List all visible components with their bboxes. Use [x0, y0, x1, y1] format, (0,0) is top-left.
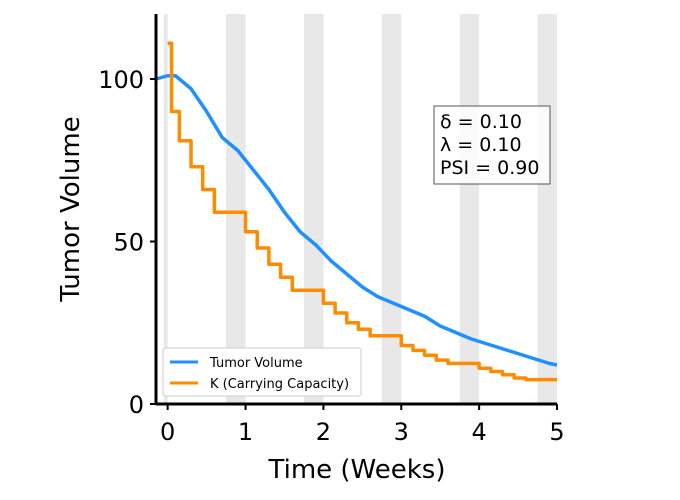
x-tick-label-4: 4 — [471, 418, 486, 446]
x-axis-label: Time (Weeks) — [268, 455, 446, 485]
y-axis-label: Tumor Volume — [56, 116, 86, 302]
y-tick-label-1: 50 — [113, 229, 144, 257]
parameter-box — [433, 105, 551, 185]
parameter-lambda: λ = 0.10 — [440, 134, 522, 156]
x-ticks: 0 1 2 3 4 5 — [160, 404, 565, 446]
treatment-bands — [163, 14, 557, 404]
y-ticks: 0 50 100 — [98, 66, 156, 419]
treatment-band-0 — [163, 14, 168, 404]
x-tick-label-5: 5 — [549, 418, 564, 446]
legend: Tumor Volume K (Carrying Capacity) — [162, 347, 362, 397]
treatment-band-5 — [537, 14, 557, 404]
y-tick-label-0: 0 — [129, 391, 144, 419]
treatment-band-2 — [303, 14, 324, 404]
parameter-psi: PSI = 0.90 — [440, 157, 539, 179]
series-line-tumor-volume — [155, 74, 558, 367]
y-tick-label-2: 100 — [98, 66, 144, 94]
x-tick-label-2: 2 — [316, 418, 331, 446]
legend-label-carrying-capacity: K (Carrying Capacity) — [210, 377, 349, 392]
treatment-band-3 — [381, 14, 402, 404]
x-tick-label-0: 0 — [160, 418, 175, 446]
treatment-band-1 — [226, 14, 246, 404]
x-tick-label-1: 1 — [238, 418, 253, 446]
series-group — [155, 41, 558, 382]
legend-box — [162, 347, 362, 397]
parameter-annotation: δ = 0.10 λ = 0.10 PSI = 0.90 — [433, 105, 551, 185]
parameter-delta: δ = 0.10 — [440, 111, 522, 133]
x-tick-label-3: 3 — [394, 418, 409, 446]
series-line-k-carrying-capacity — [167, 41, 557, 382]
treatment-band-4 — [459, 14, 480, 404]
legend-label-tumor-volume: Tumor Volume — [209, 356, 303, 371]
